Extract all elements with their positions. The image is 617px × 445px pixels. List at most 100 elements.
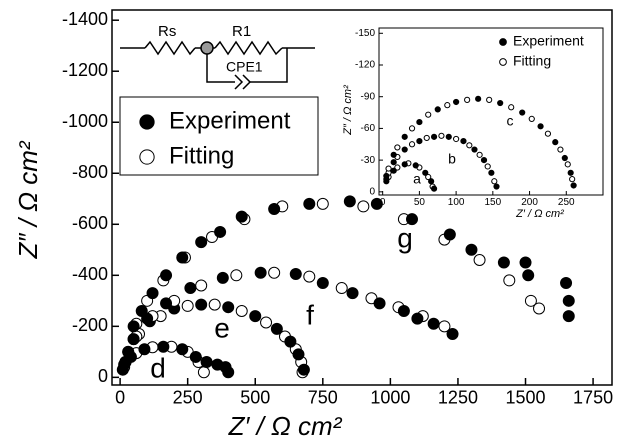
data-point <box>406 213 418 226</box>
data-point <box>127 333 140 346</box>
x-tick-label: 50 <box>414 197 426 208</box>
data-point <box>249 310 262 323</box>
data-point <box>486 96 493 103</box>
data-point <box>422 169 429 176</box>
data-point <box>476 151 483 158</box>
legend-marker <box>499 38 507 46</box>
data-point <box>401 161 408 168</box>
curve-label: a <box>413 171 421 187</box>
data-point <box>443 228 456 241</box>
legend-box <box>119 96 319 176</box>
data-point <box>552 139 559 146</box>
data-point <box>297 363 310 376</box>
data-point <box>189 350 202 363</box>
x-tick-label: 0 <box>380 197 386 208</box>
curve-label: d <box>150 352 166 383</box>
data-point <box>519 256 532 269</box>
x-tick-label: 250 <box>173 387 203 407</box>
data-point <box>416 137 423 145</box>
data-point <box>537 123 544 130</box>
data-point <box>471 146 478 153</box>
node <box>200 41 214 55</box>
y-tick-label: -1000 <box>62 111 108 131</box>
curve-label: e <box>214 312 230 343</box>
data-point <box>200 356 213 369</box>
data-point <box>524 294 537 307</box>
y-tick-label: -90 <box>361 91 376 102</box>
x-tick-label: 200 <box>521 197 538 208</box>
plot-frame <box>378 27 604 196</box>
data-point <box>560 276 573 289</box>
data-point <box>394 144 401 151</box>
data-point <box>195 298 208 311</box>
data-point <box>488 169 495 176</box>
x-tick-label: 500 <box>240 387 270 407</box>
data-point <box>316 197 329 210</box>
legend-marker <box>139 114 155 130</box>
legend-label: Fitting <box>513 53 551 69</box>
data-point <box>373 297 386 310</box>
data-point <box>383 172 390 180</box>
data-point <box>289 268 302 281</box>
data-point <box>528 115 535 122</box>
data-point <box>460 137 467 145</box>
data-point <box>425 173 432 181</box>
data-point <box>176 343 189 356</box>
data-point <box>176 251 189 264</box>
cpe <box>242 74 252 90</box>
data-point <box>491 178 498 185</box>
y-tick-label: 0 <box>98 366 108 386</box>
data-point <box>480 157 488 164</box>
y-tick-label: -800 <box>72 162 108 182</box>
x-tick-label: 250 <box>558 197 575 208</box>
x-axis-label: Z′ / Ω cm² <box>515 208 564 220</box>
data-point <box>430 185 438 192</box>
data-point <box>397 305 410 318</box>
data-point <box>346 287 359 300</box>
y-tick-label: -150 <box>355 28 375 39</box>
y-tick-label: -200 <box>72 315 108 335</box>
x-tick-label: 1500 <box>505 387 545 407</box>
data-point <box>401 146 408 153</box>
circuit-label: R1 <box>232 23 251 40</box>
data-point <box>122 345 135 358</box>
x-axis-label: Z′ / Ω cm² <box>228 411 343 441</box>
data-point <box>335 282 348 295</box>
data-point <box>473 254 486 266</box>
data-point <box>292 348 305 361</box>
x-tick-label: 100 <box>448 197 465 208</box>
data-point <box>157 340 170 353</box>
data-point <box>464 96 471 103</box>
x-tick-label: 750 <box>308 387 338 407</box>
curve-label: f <box>306 299 314 330</box>
data-point <box>390 167 397 174</box>
data-point <box>135 305 148 318</box>
data-point <box>508 104 515 111</box>
x-tick-label: 1000 <box>370 387 410 407</box>
data-point <box>343 195 356 208</box>
y-tick-label: -60 <box>361 123 376 134</box>
data-point <box>222 366 235 379</box>
data-point <box>146 287 159 300</box>
x-tick-label: 0 <box>115 387 125 407</box>
y-tick-label: -600 <box>72 213 108 233</box>
legend-marker <box>499 58 507 66</box>
cpe <box>234 74 244 90</box>
data-point <box>434 106 441 113</box>
data-point <box>303 270 316 283</box>
data-point <box>416 118 423 126</box>
data-point <box>562 294 575 307</box>
y-tick-label: -400 <box>72 264 108 284</box>
legend-marker <box>139 149 155 165</box>
data-point <box>270 322 283 335</box>
data-point <box>444 102 451 109</box>
curve-label: c <box>507 113 514 129</box>
data-point <box>284 335 297 348</box>
data-point <box>430 133 438 140</box>
data-point <box>503 274 516 287</box>
data-point <box>235 305 248 318</box>
y-tick-label: -30 <box>361 155 376 166</box>
plot-frame <box>111 9 613 386</box>
data-point <box>445 133 452 140</box>
